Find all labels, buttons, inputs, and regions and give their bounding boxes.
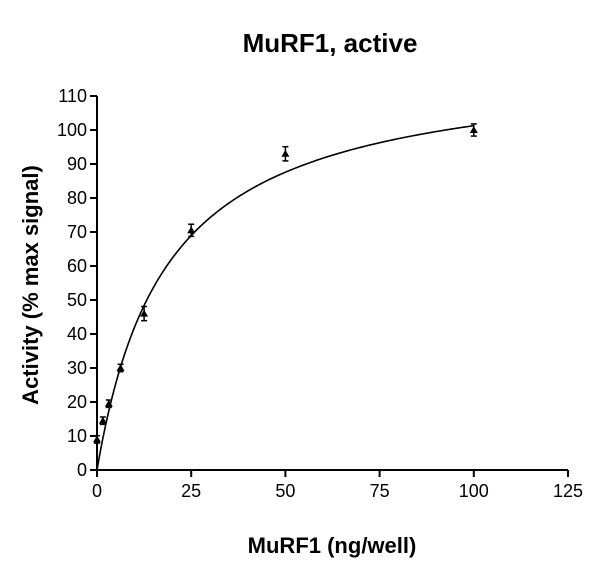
x-tick-label: 50 <box>275 481 295 501</box>
chart-title: MuRF1, active <box>243 28 418 58</box>
data-point <box>140 309 149 317</box>
data-point <box>116 364 125 371</box>
y-tick-label: 30 <box>67 358 87 378</box>
x-tick-label: 25 <box>181 481 201 501</box>
plot-area: 0 10 20 30 40 50 60 70 80 90 100 110 0 25 50 75 100 125 <box>57 86 583 501</box>
x-axis-label: MuRF1 (ng/well) <box>248 533 417 558</box>
data-point <box>93 435 101 443</box>
x-tick-label: 75 <box>370 481 390 501</box>
y-tick-label: 50 <box>67 290 87 310</box>
data-point <box>104 399 113 407</box>
data-point <box>98 416 107 424</box>
data-point <box>281 149 290 157</box>
x-tick-label: 125 <box>553 481 583 501</box>
y-tick-label: 0 <box>77 460 87 480</box>
y-tick-label: 70 <box>67 222 87 242</box>
fit-curve <box>96 124 474 471</box>
data-point <box>469 126 478 133</box>
y-tick-label: 80 <box>67 188 87 208</box>
y-tick-label: 40 <box>67 324 87 344</box>
x-tick-label: 100 <box>459 481 489 501</box>
y-axis-label: Activity (% max signal) <box>18 165 43 405</box>
x-tick-label: 0 <box>92 481 102 501</box>
y-tick-label: 110 <box>58 86 87 106</box>
y-tick-label: 60 <box>67 256 87 276</box>
y-tick-label: 90 <box>67 154 87 174</box>
y-tick-label: 10 <box>67 426 87 446</box>
y-tick-label: 20 <box>67 392 87 412</box>
data-point <box>187 226 196 234</box>
y-tick-label: 100 <box>57 120 87 140</box>
